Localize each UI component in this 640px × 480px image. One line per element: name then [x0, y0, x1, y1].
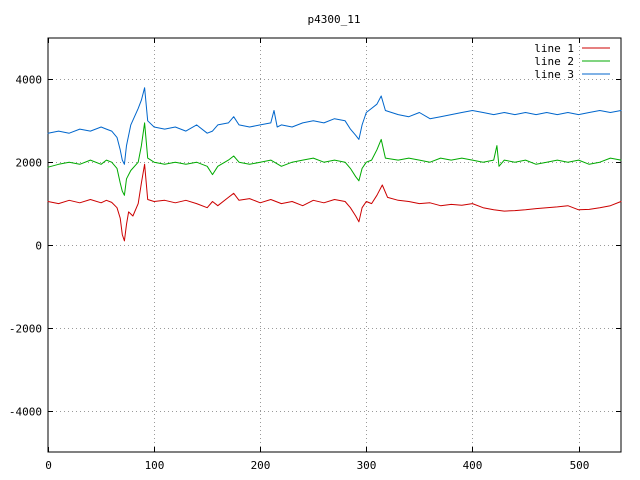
- grid-layer: [48, 38, 621, 452]
- axis-ticks: 0 100 200 300 400 500 -4000 -2000 0 2000 4000: [9, 38, 621, 472]
- x-tick-label: 100: [145, 459, 165, 472]
- series-line-3: [47, 87, 622, 165]
- x-tick-label: 300: [357, 459, 377, 472]
- y-tick-label: -2000: [9, 323, 42, 336]
- x-tick-label: 200: [251, 459, 271, 472]
- chart-title: p4300_11: [308, 13, 361, 26]
- x-tick-label: 0: [45, 459, 52, 472]
- y-tick-label: -4000: [9, 406, 42, 419]
- y-tick-label: 0: [35, 240, 42, 253]
- legend-label: line 1: [534, 42, 574, 55]
- x-tick-label: 500: [570, 459, 590, 472]
- y-tick-label: 2000: [16, 157, 43, 170]
- y-tick-label: 4000: [16, 74, 43, 87]
- x-tick-label: 400: [463, 459, 483, 472]
- series-line-2: [47, 122, 622, 196]
- series-line-1: [47, 163, 622, 242]
- legend-label: line 2: [534, 55, 574, 68]
- series-layer: [47, 87, 622, 242]
- legend-label: line 3: [534, 68, 574, 81]
